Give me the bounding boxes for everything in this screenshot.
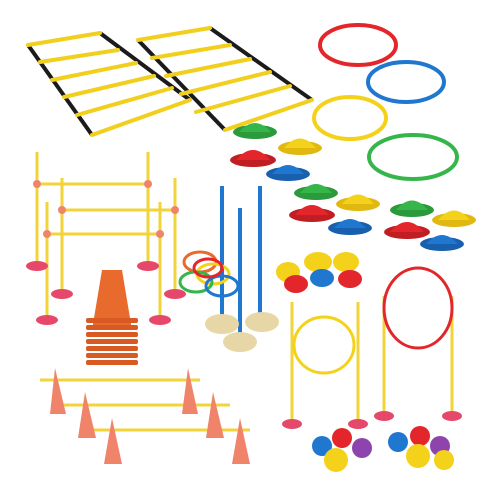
- hoop-yellow: [312, 95, 388, 141]
- hoop-blue: [366, 60, 446, 104]
- slalom-poles: [205, 186, 279, 352]
- flat-markers: [276, 252, 362, 293]
- dome-cone: [278, 138, 322, 155]
- dome-cone: [384, 222, 430, 239]
- dome-cones: [230, 123, 476, 251]
- dome-cone: [233, 123, 277, 139]
- dome-cone: [230, 150, 276, 167]
- dome-cone: [294, 184, 338, 200]
- cone-hurdles: [40, 368, 250, 464]
- balls: [312, 426, 454, 472]
- hoop-red: [318, 23, 398, 67]
- dome-cone: [328, 219, 372, 235]
- hoop-green: [367, 133, 459, 181]
- dome-cone: [289, 205, 335, 222]
- dome-cone: [432, 210, 476, 227]
- stacked-cones: [86, 270, 138, 365]
- dome-cone: [336, 194, 380, 211]
- hurdle-frame: [26, 152, 186, 325]
- agility-ladder-right: [136, 26, 314, 132]
- dome-cone: [420, 235, 464, 251]
- dome-cone: [390, 200, 434, 217]
- dome-cone: [266, 165, 310, 181]
- agility-ladder-left: [26, 31, 192, 137]
- hoops: [312, 23, 459, 181]
- hoop-stands: [282, 266, 462, 429]
- throw-rings: [178, 250, 240, 298]
